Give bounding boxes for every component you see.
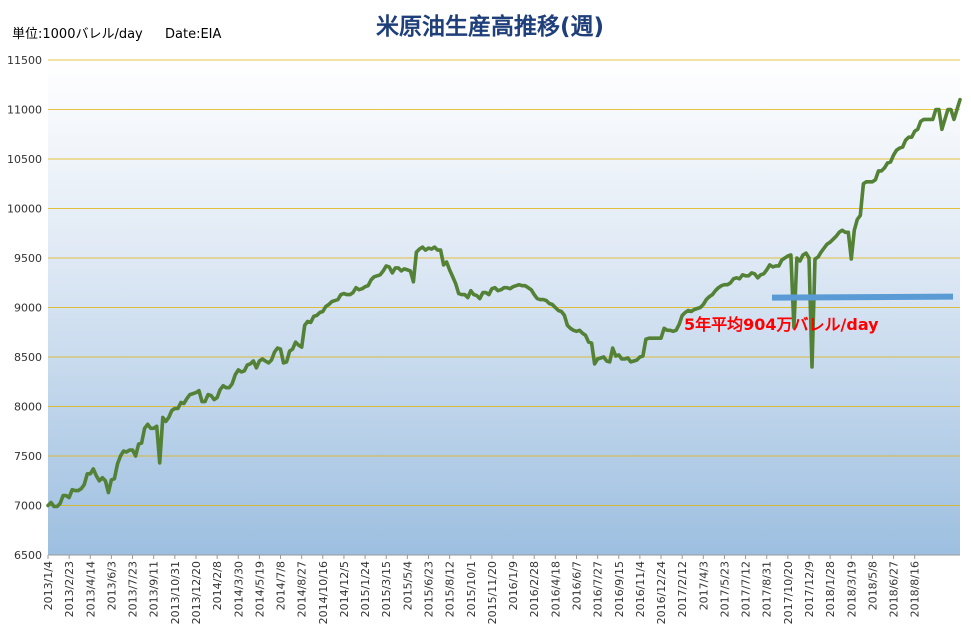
x-tick-label: 2016/1/9 — [507, 561, 520, 610]
x-tick-label: 2014/5/19 — [253, 561, 266, 617]
x-tick-label: 2017/12/9 — [803, 561, 816, 617]
x-tick-label: 2016/2/28 — [528, 561, 541, 617]
x-tick-label: 2018/8/16 — [909, 561, 922, 617]
y-tick-label: 9000 — [14, 302, 42, 315]
y-tick-label: 8500 — [14, 351, 42, 364]
x-tick-label: 2013/2/23 — [63, 561, 76, 617]
x-tick-label: 2015/5/4 — [401, 561, 414, 610]
five-year-average-line — [771, 293, 954, 301]
x-tick-label: 2017/7/12 — [740, 561, 753, 617]
x-tick-label: 2013/1/4 — [42, 561, 55, 610]
x-tick-label: 2015/1/24 — [359, 561, 372, 617]
x-tick-label: 2018/5/8 — [866, 561, 879, 610]
x-tick-label: 2014/8/27 — [296, 561, 309, 617]
unit-note: 単位:1000バレル/day — [12, 26, 143, 42]
x-tick-label: 2015/11/20 — [486, 561, 499, 624]
x-tick-label: 2017/4/3 — [697, 561, 710, 610]
y-axis-ticks: 6500 7000 7500 8000 8500 9000 9500 10000 10500 11… — [7, 54, 42, 562]
grid-lines — [48, 59, 960, 506]
y-tick-label: 7500 — [14, 450, 42, 463]
y-tick-label: 6500 — [14, 549, 42, 562]
x-tick-label: 2013/7/23 — [127, 561, 140, 617]
x-tick-label: 2013/10/31 — [169, 561, 182, 624]
x-tick-label: 2016/12/24 — [655, 561, 668, 624]
x-tick-label: 2018/1/28 — [824, 561, 837, 617]
y-tick-label: 8000 — [14, 401, 42, 414]
y-tick-label: 11000 — [7, 104, 42, 117]
reference-line-layer — [771, 293, 954, 301]
x-tick-label: 2017/2/12 — [676, 561, 689, 617]
x-tick-label: 2016/11/4 — [634, 561, 647, 617]
x-tick-label: 2015/3/15 — [380, 561, 393, 617]
y-tick-label: 11500 — [7, 54, 42, 67]
x-tick-label: 2013/6/3 — [105, 561, 118, 610]
x-tick-label: 2013/4/14 — [84, 561, 97, 617]
x-tick-label: 2013/12/20 — [190, 561, 203, 624]
x-tick-label: 2018/6/27 — [888, 561, 901, 617]
x-tick-label: 2017/5/23 — [718, 561, 731, 617]
x-tick-label: 2016/9/15 — [613, 561, 626, 617]
x-tick-label: 2014/7/8 — [275, 561, 288, 610]
x-tick-label: 2015/6/23 — [423, 561, 436, 617]
x-tick-label: 2016/7/27 — [592, 561, 605, 617]
average-annotation: 5年平均904万バレル/day — [684, 315, 879, 334]
x-tick-label: 2014/12/5 — [338, 561, 351, 617]
x-tick-label: 2018/3/19 — [845, 561, 858, 617]
x-tick-label: 2016/6/7 — [570, 561, 583, 610]
x-tick-label: 2017/8/31 — [761, 561, 774, 617]
x-tick-label: 2014/10/16 — [317, 561, 330, 624]
x-axis-ticks: 2013/1/4 2013/2/23 2013/4/14 2013/6/3 2013/7… — [42, 555, 922, 624]
x-tick-label: 2013/9/11 — [148, 561, 161, 617]
series-line — [46, 97, 962, 509]
x-tick-label: 2016/4/18 — [549, 561, 562, 617]
y-tick-label: 10000 — [7, 203, 42, 216]
x-tick-label: 2015/10/1 — [465, 561, 478, 617]
x-tick-label: 2017/10/20 — [782, 561, 795, 624]
x-tick-label: 2014/2/8 — [211, 561, 224, 610]
y-tick-label: 9500 — [14, 252, 42, 265]
y-tick-label: 10500 — [7, 153, 42, 166]
x-tick-label: 2014/3/30 — [232, 561, 245, 617]
series-layer — [46, 97, 962, 509]
chart-title: 米原油生産高推移(週) — [376, 13, 604, 40]
y-tick-label: 7000 — [14, 500, 42, 513]
x-tick-label: 2015/8/12 — [444, 561, 457, 617]
source-note: Date:EIA — [165, 27, 221, 42]
